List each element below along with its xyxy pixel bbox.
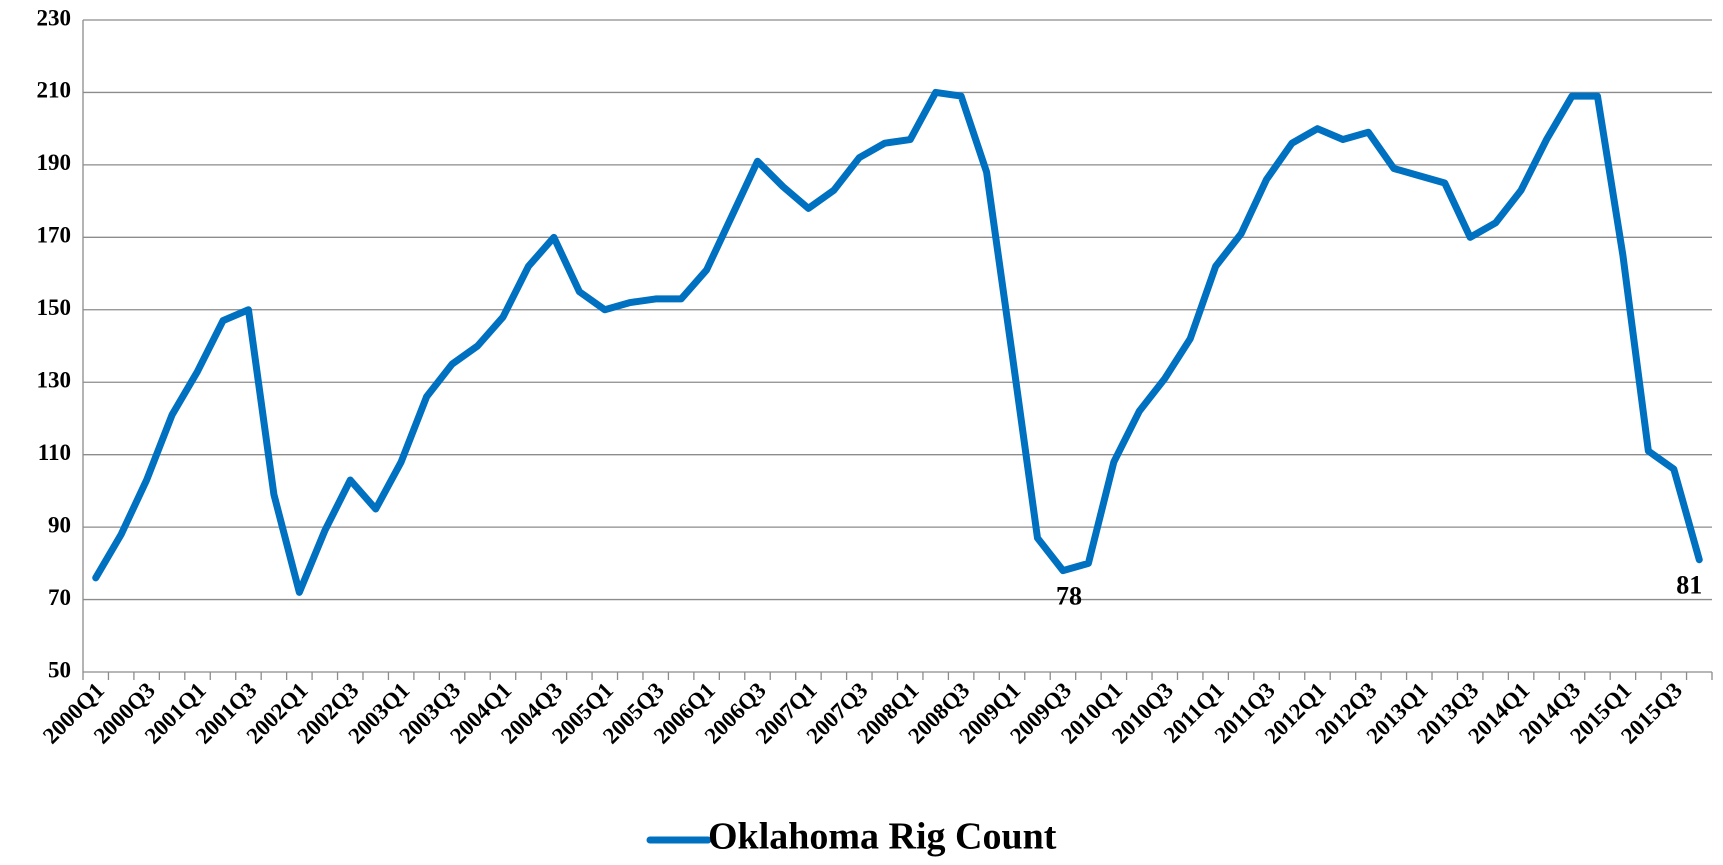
data-label: 81 (1676, 571, 1702, 600)
y-tick-label: 110 (38, 440, 71, 465)
y-tick-label: 210 (37, 78, 72, 103)
y-tick-label: 130 (37, 368, 72, 393)
legend-label: Oklahoma Rig Count (708, 816, 1057, 858)
line-series (92, 88, 1703, 596)
y-tick-label: 50 (48, 657, 71, 682)
y-tick-label: 230 (37, 5, 72, 30)
y-tick-label: 70 (48, 585, 71, 610)
y-tick-label: 190 (37, 150, 72, 175)
data-label: 78 (1056, 582, 1082, 611)
y-tick-label: 90 (48, 512, 71, 537)
y-tick-label: 150 (37, 295, 72, 320)
y-tick-label: 170 (37, 223, 72, 248)
